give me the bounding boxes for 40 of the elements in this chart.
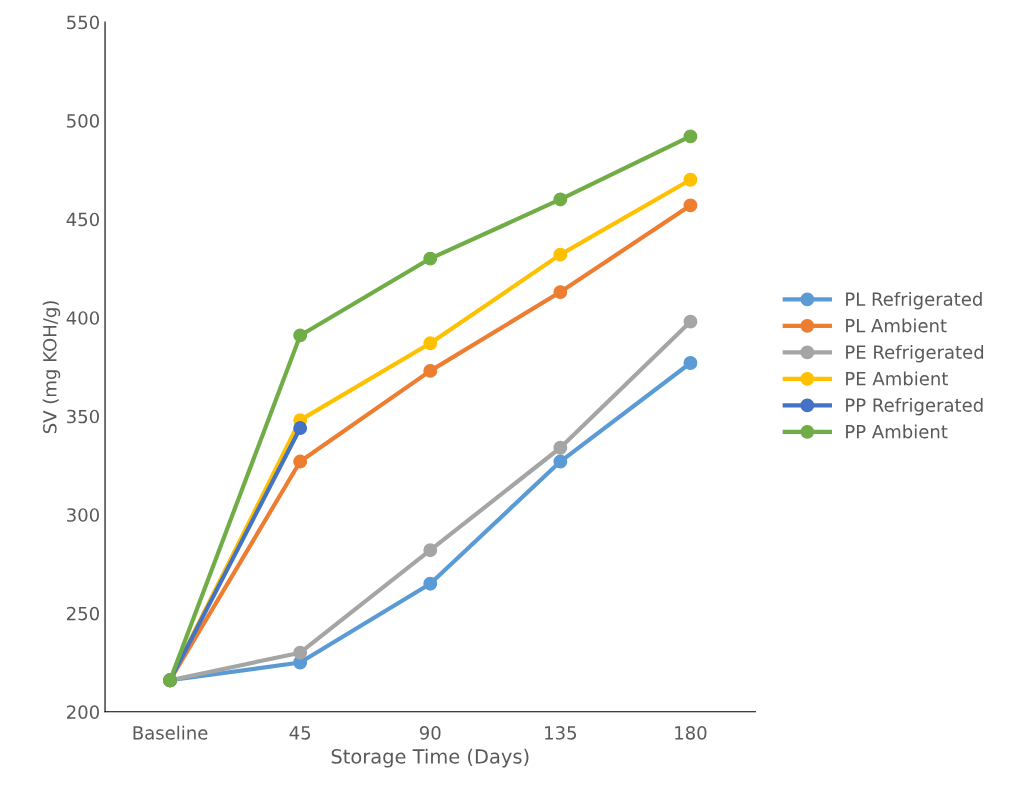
point — [683, 129, 698, 144]
y-tick-label: 550 — [67, 15, 99, 30]
legend-label: PL Refrigerated — [846, 291, 982, 310]
y-tick-label: 500 — [67, 114, 99, 128]
x-tick-label: 45 — [289, 726, 311, 740]
point — [293, 454, 308, 469]
point — [683, 314, 698, 329]
point — [423, 336, 438, 351]
point — [553, 247, 568, 262]
point — [423, 576, 438, 591]
legend-label: PE Refrigerated — [846, 344, 984, 363]
legend-label: PL Ambient — [846, 318, 947, 333]
y-tick-label: 400 — [66, 311, 99, 325]
point — [553, 454, 568, 469]
point — [683, 172, 698, 187]
y-axis-title: SV (mg KOH/g) — [42, 301, 61, 434]
point — [423, 363, 438, 378]
point — [553, 440, 568, 455]
point — [293, 645, 308, 660]
y-tick-label: 250 — [67, 606, 99, 621]
point — [293, 328, 308, 343]
y-tick-label: 300 — [67, 508, 99, 522]
y-tick-label: 450 — [66, 212, 99, 227]
y-tick-label: 200 — [67, 705, 99, 719]
point — [683, 198, 698, 213]
x-tick-label: Baseline — [133, 725, 208, 740]
x-tick-label: 135 — [545, 726, 576, 740]
legend-label: PE Ambient — [846, 371, 948, 386]
legend-label: PP Refrigerated — [846, 397, 983, 416]
legend-label: PP Ambient — [846, 424, 948, 439]
point — [553, 192, 568, 207]
point — [553, 285, 568, 300]
point — [423, 251, 438, 266]
point — [293, 421, 308, 435]
x-tick-label: 180 — [675, 726, 707, 740]
y-tick-label: 350 — [67, 409, 99, 424]
x-axis-title: Storage Time (Days) — [331, 748, 529, 768]
point — [683, 356, 698, 370]
x-tick-label: 90 — [419, 726, 441, 740]
point — [423, 543, 438, 558]
